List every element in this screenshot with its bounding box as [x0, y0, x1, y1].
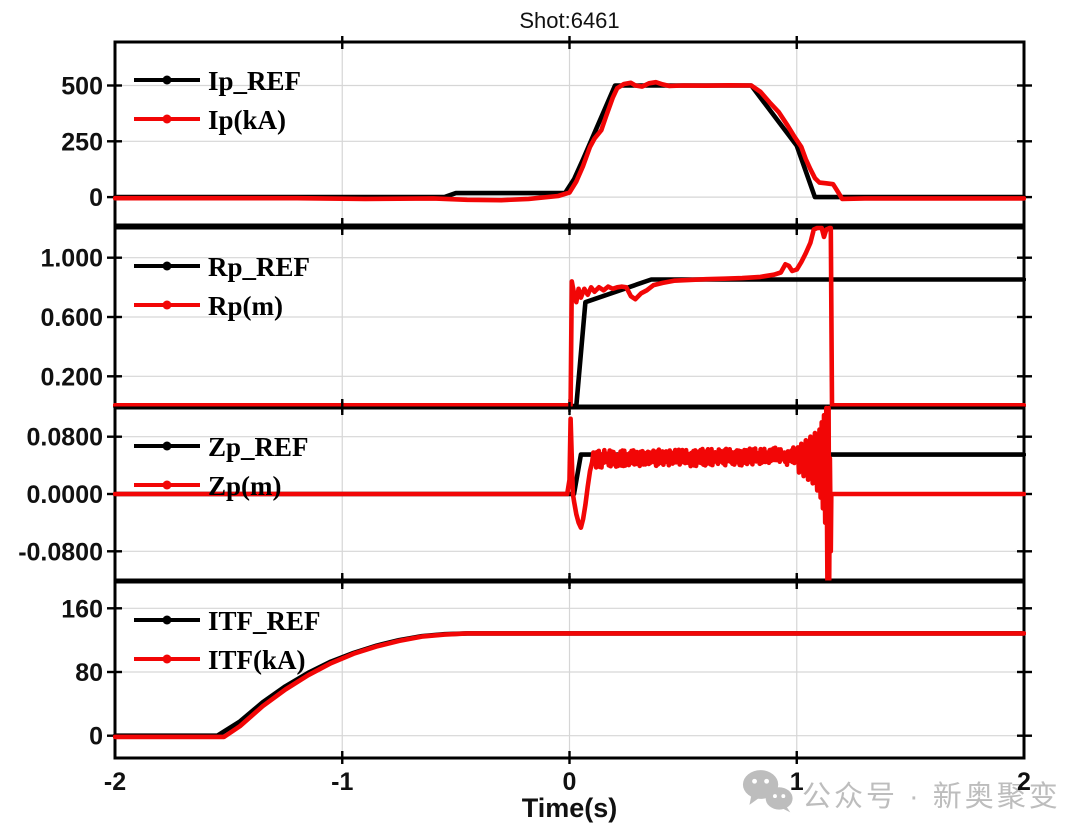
legend-label: Rp(m): [208, 291, 283, 321]
legend-marker: [162, 441, 172, 451]
legend-label: Ip(kA): [208, 105, 286, 135]
y-tick-label: 0.0800: [27, 424, 103, 452]
legend-item-Ip_REF: Ip_REF: [134, 66, 301, 96]
y-tick-label: 250: [61, 128, 103, 156]
y-tick-label: 500: [61, 73, 103, 101]
series-Ip(kA): [113, 79, 1026, 203]
x-tick-label: -2: [104, 768, 126, 796]
legend-marker: [162, 615, 172, 625]
x-tick-label: 0: [563, 768, 577, 796]
legend-label: Ip_REF: [208, 66, 301, 96]
series-Rp(m): [113, 225, 1026, 408]
watermark: 公众号 · 新奥聚变: [742, 768, 1061, 819]
y-tick-label: 0: [89, 723, 103, 751]
legend-item-ITF(kA): ITF(kA): [134, 645, 306, 675]
legend-label: Zp(m): [208, 471, 282, 501]
legend-label: ITF_REF: [208, 606, 321, 636]
x-tick-label: -1: [331, 768, 353, 796]
y-tick-label: 0: [89, 184, 103, 212]
y-tick-label: 80: [75, 659, 103, 687]
watermark-text: 公众号 · 新奥聚变: [802, 780, 1061, 813]
y-tick-label: 160: [61, 595, 103, 623]
y-tick-label: -0.0800: [18, 538, 103, 566]
x-axis-label: Time(s): [521, 793, 618, 823]
y-tick-label: 0.600: [40, 304, 103, 332]
y-tick-label: 0.200: [40, 363, 103, 391]
legend-item-Zp(m): Zp(m): [134, 471, 282, 501]
legend-item-Zp_REF: Zp_REF: [134, 432, 309, 462]
y-tick-label: 0.0000: [27, 481, 103, 509]
legend-item-Rp_REF: Rp_REF: [134, 252, 310, 282]
wechat-icon: [742, 768, 794, 819]
y-tick-label: 1.000: [40, 245, 103, 273]
legend-marker: [162, 654, 172, 664]
legend-marker: [162, 300, 172, 310]
x-tick-label: 2: [1017, 768, 1031, 796]
legend-item-Ip(kA): Ip(kA): [134, 105, 286, 135]
x-tick-label: 1: [790, 768, 804, 796]
legend-label: Zp_REF: [208, 432, 309, 462]
legend-marker: [162, 75, 172, 85]
figure-title: Shot:6461: [519, 8, 620, 33]
legend-label: ITF(kA): [208, 645, 306, 675]
legend-marker: [162, 261, 172, 271]
legend-item-Rp(m): Rp(m): [134, 291, 283, 321]
series-ITF(kA): [113, 631, 1026, 740]
legend-marker: [162, 480, 172, 490]
legend-item-ITF_REF: ITF_REF: [134, 606, 321, 636]
legend-label: Rp_REF: [208, 252, 310, 282]
series-Zp(m): [113, 405, 1026, 583]
legend-marker: [162, 114, 172, 124]
